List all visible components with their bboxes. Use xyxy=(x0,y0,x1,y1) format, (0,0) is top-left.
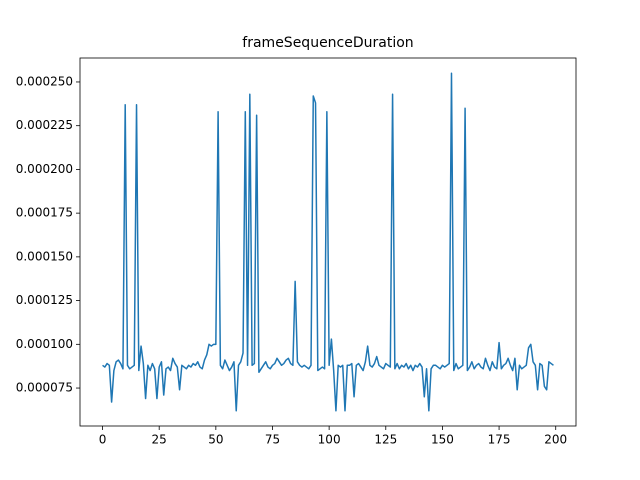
x-tick-label: 175 xyxy=(488,433,511,447)
x-tick-label: 200 xyxy=(544,433,567,447)
y-tick-label: 0.000225 xyxy=(16,118,73,132)
y-tick-label: 0.000150 xyxy=(16,249,73,263)
x-tick-label: 125 xyxy=(374,433,397,447)
x-tick-label: 50 xyxy=(208,433,223,447)
x-tick-label: 100 xyxy=(318,433,341,447)
y-tick-label: 0.000125 xyxy=(16,293,73,307)
chart-title: frameSequenceDuration xyxy=(242,35,413,51)
x-tick-label: 75 xyxy=(265,433,280,447)
x-tick-label: 0 xyxy=(99,433,107,447)
x-tick-label: 150 xyxy=(431,433,454,447)
y-tick-label: 0.000075 xyxy=(16,381,73,395)
y-tick-label: 0.000200 xyxy=(16,162,73,176)
line xyxy=(102,72,554,412)
plot-frame xyxy=(79,57,577,427)
y-tick-label: 0.000100 xyxy=(16,337,73,351)
y-tick-label: 0.000250 xyxy=(16,74,73,88)
y-tick-label: 0.000175 xyxy=(16,206,73,220)
x-tick-label: 25 xyxy=(152,433,167,447)
